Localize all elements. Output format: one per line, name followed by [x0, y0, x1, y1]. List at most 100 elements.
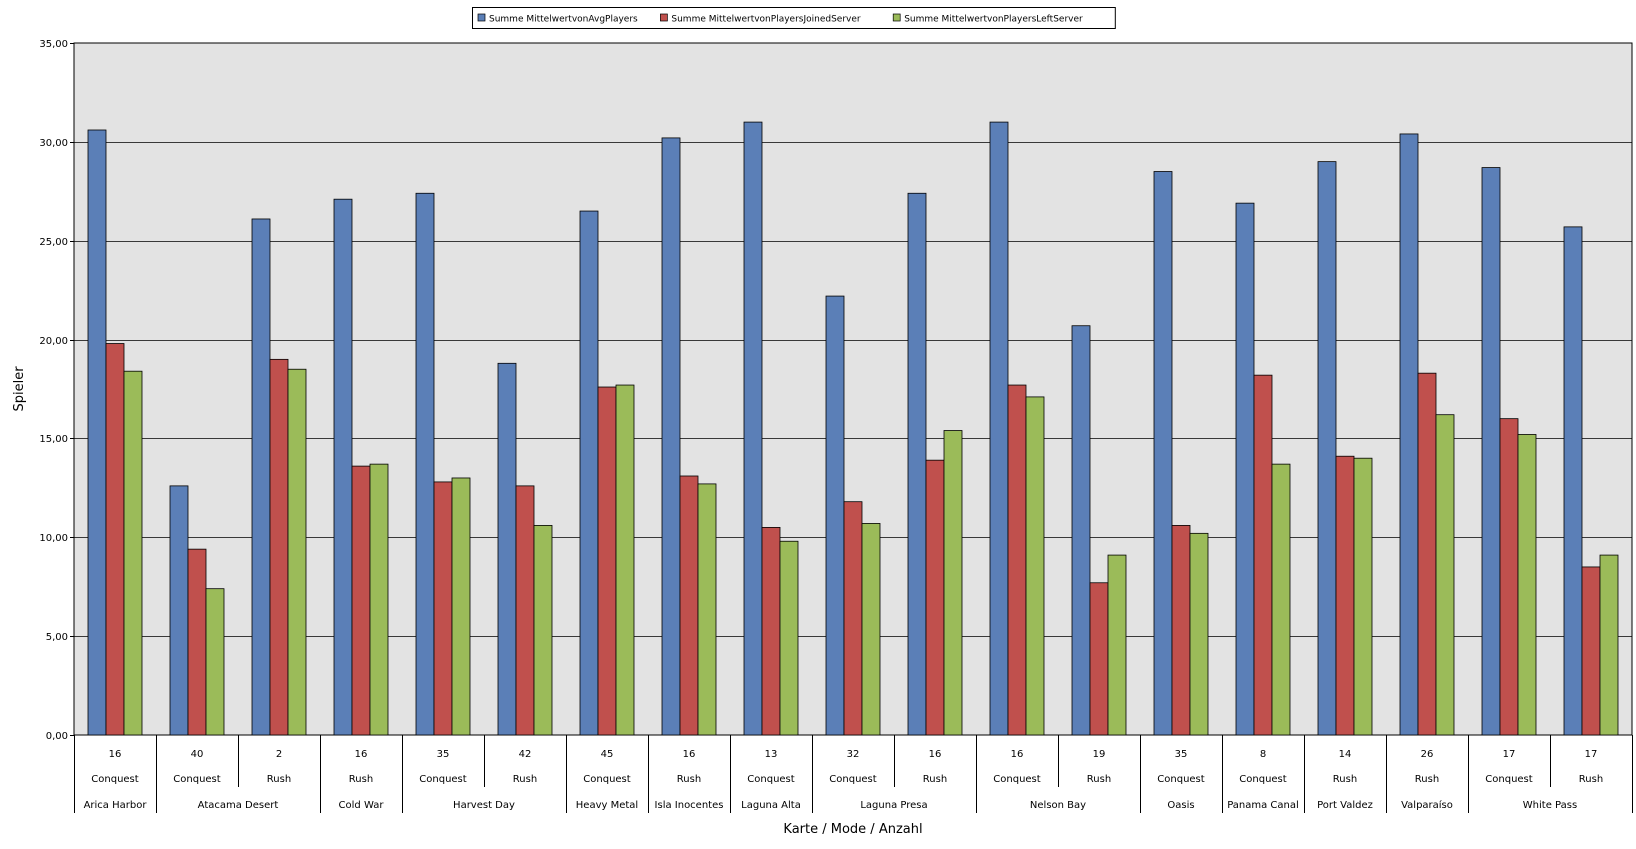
bar-1-6	[497, 362, 517, 736]
x-map-label: Port Valdez	[1317, 800, 1373, 811]
x-map-label: Oasis	[1167, 800, 1194, 811]
x-count-label: 16	[1011, 749, 1024, 760]
bar-3-11	[943, 430, 963, 736]
x-mode-label: Conquest	[993, 774, 1040, 785]
bar-1-16	[1317, 161, 1337, 736]
x-map-label: Isla Inocentes	[655, 800, 724, 811]
x-map-label: Laguna Presa	[860, 800, 927, 811]
x-mode-label: Conquest	[747, 774, 794, 785]
bar-1-9	[743, 121, 763, 736]
legend-label: Summe MittelwertvonPlayersLeftServer	[904, 15, 1083, 25]
bar-2-13	[1089, 582, 1109, 736]
bar-2-6	[515, 485, 535, 736]
x-count-label: 13	[765, 749, 778, 760]
x-map-label: Harvest Day	[453, 800, 515, 811]
bar-1-13	[1071, 325, 1091, 736]
x-mode-label: Conquest	[91, 774, 138, 785]
x-mode-label: Conquest	[1485, 774, 1532, 785]
x-mode-label: Rush	[349, 774, 373, 785]
x-mode-label: Conquest	[583, 774, 630, 785]
bar-2-14	[1171, 525, 1191, 736]
x-mode-label: Rush	[1087, 774, 1111, 785]
y-tick-label: 15,00	[39, 434, 68, 445]
bar-3-18	[1517, 434, 1537, 736]
bar-1-10	[825, 295, 845, 736]
x-count-label: 16	[929, 749, 942, 760]
x-map-label: Cold War	[339, 800, 385, 811]
bar-2-2	[187, 548, 207, 736]
x-mode-label: Rush	[1333, 774, 1357, 785]
x-map-label: Atacama Desert	[198, 800, 279, 811]
bar-1-17	[1399, 133, 1419, 736]
bar-2-11	[925, 459, 945, 736]
y-tick-label: 35,00	[39, 39, 68, 50]
y-tick-label: 20,00	[39, 336, 68, 347]
x-count-label: 19	[1093, 749, 1106, 760]
x-count-label: 32	[847, 749, 860, 760]
legend-label: Summe MittelwertvonPlayersJoinedServer	[671, 15, 860, 25]
x-count-label: 17	[1503, 749, 1516, 760]
bar-2-15	[1253, 374, 1273, 736]
bar-1-1	[87, 129, 107, 736]
y-axis-title: Spieler	[12, 366, 27, 412]
x-count-label: 16	[683, 749, 696, 760]
bar-2-17	[1417, 372, 1437, 736]
y-tick-label: 5,00	[46, 632, 68, 643]
y-tick-label: 30,00	[39, 138, 68, 149]
legend-swatch	[892, 13, 901, 22]
bar-1-4	[333, 198, 353, 736]
x-map-label: Heavy Metal	[576, 800, 638, 811]
x-count-label: 14	[1339, 749, 1352, 760]
bar-2-12	[1007, 384, 1027, 736]
x-map-label: Arica Harbor	[84, 800, 148, 811]
x-map-label: Nelson Bay	[1030, 800, 1086, 811]
x-mode-label: Rush	[267, 774, 291, 785]
x-map-label: Valparaíso	[1401, 799, 1453, 811]
bar-2-10	[843, 501, 863, 736]
bar-3-6	[533, 525, 553, 736]
legend-swatch	[477, 13, 486, 22]
x-mode-label: Rush	[513, 774, 537, 785]
bar-1-18	[1481, 167, 1501, 736]
x-count-label: 26	[1421, 749, 1434, 760]
x-map-label: Laguna Alta	[741, 800, 801, 811]
x-count-label: 17	[1585, 749, 1598, 760]
x-mode-label: Conquest	[419, 774, 466, 785]
x-mode-label: Rush	[1579, 774, 1603, 785]
x-count-label: 2	[276, 749, 282, 760]
x-mode-label: Rush	[1415, 774, 1439, 785]
bars	[87, 121, 1619, 736]
bar-3-12	[1025, 396, 1045, 736]
bar-1-14	[1153, 171, 1173, 736]
x-axis-title: Karte / Mode / Anzahl	[783, 822, 922, 837]
bar-3-17	[1435, 414, 1455, 736]
bar-2-18	[1499, 418, 1519, 736]
x-count-label: 16	[355, 749, 368, 760]
bar-2-9	[761, 527, 781, 736]
bar-3-13	[1107, 554, 1127, 736]
x-mode-label: Rush	[677, 774, 701, 785]
bar-2-8	[679, 475, 699, 736]
bar-3-14	[1189, 532, 1209, 736]
bar-3-15	[1271, 463, 1291, 736]
bar-3-9	[779, 540, 799, 736]
bar-1-2	[169, 485, 189, 736]
y-tick-label: 0,00	[46, 731, 68, 742]
x-count-label: 40	[191, 749, 204, 760]
bar-3-1	[123, 370, 143, 736]
bar-1-3	[251, 218, 271, 736]
bar-1-8	[661, 137, 681, 736]
bar-1-12	[989, 121, 1009, 736]
x-mode-label: Conquest	[1239, 774, 1286, 785]
bar-3-3	[287, 368, 307, 736]
bar-3-2	[205, 588, 225, 736]
bar-3-7	[615, 384, 635, 736]
x-count-label: 45	[601, 749, 614, 760]
x-count-label: 35	[437, 749, 450, 760]
bar-1-19	[1563, 226, 1583, 736]
bar-1-5	[415, 192, 435, 736]
y-tick-label: 10,00	[39, 533, 68, 544]
x-count-label: 42	[519, 749, 532, 760]
bar-2-4	[351, 465, 371, 736]
legend-label: Summe MittelwertvonAvgPlayers	[489, 15, 638, 25]
